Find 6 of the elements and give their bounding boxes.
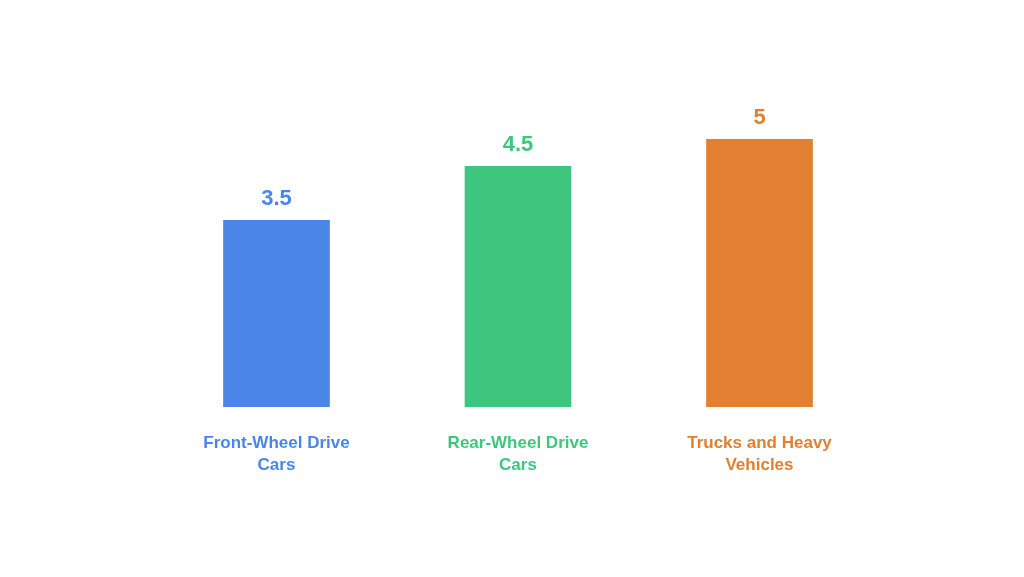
data-label: 4.5	[502, 131, 534, 156]
data-label: 3.5	[261, 185, 292, 210]
data-label: 5	[753, 104, 766, 129]
x-tick-label: Trucks and Heavy Vehicles	[687, 433, 833, 474]
x-tick-label: Front-Wheel Drive Cars	[203, 433, 350, 474]
x-tick-label: Rear-Wheel Drive Cars	[447, 433, 589, 474]
